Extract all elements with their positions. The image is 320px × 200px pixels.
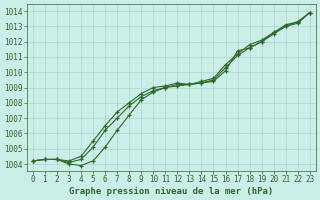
X-axis label: Graphe pression niveau de la mer (hPa): Graphe pression niveau de la mer (hPa): [69, 187, 274, 196]
